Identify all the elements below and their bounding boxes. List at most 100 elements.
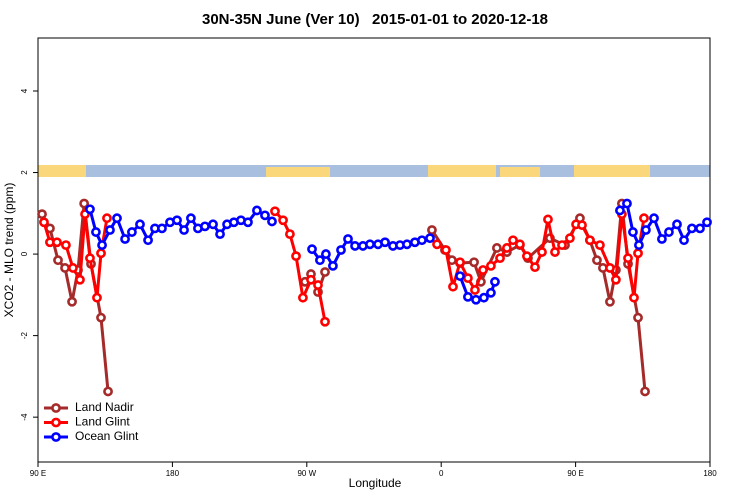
data-point (640, 386, 650, 397)
data-point (522, 251, 532, 262)
data-point (112, 213, 122, 224)
legend-marker (51, 417, 61, 428)
x-tick-label: 0 (439, 469, 444, 478)
data-point (679, 235, 689, 246)
chart-title: 30N-35N June (Ver 10) 2015-01-01 to 2020… (202, 11, 548, 28)
data-point (97, 240, 107, 251)
y-tick-label: 2 (20, 170, 29, 175)
land-band (500, 167, 540, 177)
data-point (306, 274, 316, 285)
x-tick-label: 180 (166, 469, 180, 478)
data-point (649, 213, 659, 224)
data-point (514, 239, 525, 250)
data-point (492, 243, 502, 253)
data-point (495, 253, 505, 264)
data-point (530, 262, 540, 273)
data-point (455, 271, 465, 281)
data-point (469, 257, 479, 268)
data-point (336, 245, 346, 255)
land-band (266, 167, 330, 177)
data-point (441, 245, 451, 255)
data-point (270, 206, 280, 217)
data-point (75, 274, 85, 285)
y-tick-label: 0 (20, 251, 29, 256)
data-point (96, 248, 106, 259)
data-point (537, 247, 547, 257)
data-point (577, 220, 587, 231)
data-point (470, 285, 480, 295)
data-point (478, 265, 488, 275)
data-point (285, 229, 295, 239)
data-point (291, 251, 301, 262)
data-point (37, 209, 47, 220)
data-point (320, 267, 330, 277)
data-point (260, 210, 270, 221)
data-point (550, 247, 560, 257)
data-point (448, 281, 458, 292)
data-point (486, 260, 496, 271)
data-point (629, 292, 639, 303)
data-point (267, 216, 277, 227)
data-point (605, 296, 615, 307)
x-tick-label: 90 E (30, 469, 46, 478)
data-point (61, 240, 71, 251)
data-point (463, 291, 473, 302)
data-point (425, 233, 435, 244)
data-point (102, 213, 112, 224)
data-point (672, 219, 682, 230)
data-point (490, 276, 500, 287)
land-band (574, 165, 650, 177)
data-point (343, 234, 353, 244)
data-point (611, 274, 621, 285)
data-point (243, 217, 253, 228)
data-point (278, 215, 288, 226)
data-point (172, 215, 182, 226)
data-point (252, 205, 262, 216)
data-point (657, 234, 667, 244)
data-point (639, 213, 649, 224)
data-point (365, 239, 375, 250)
data-point (628, 227, 638, 237)
data-point (313, 280, 323, 290)
legend-label: Ocean Glint (75, 429, 139, 443)
data-point (622, 198, 632, 209)
legend-marker (51, 432, 61, 442)
data-point (103, 386, 113, 397)
data-point (633, 248, 643, 259)
data-point (321, 249, 331, 259)
data-point (200, 221, 210, 232)
data-point (127, 227, 137, 237)
y-axis-label: XCO2 - MLO trend (ppm) (2, 183, 16, 318)
data-point (85, 253, 95, 264)
data-point (315, 255, 325, 266)
data-point (52, 237, 62, 248)
plot-frame (37, 37, 711, 463)
ocean-band (38, 165, 710, 177)
data-point (39, 217, 49, 228)
data-point (60, 263, 70, 273)
data-point (592, 255, 602, 266)
data-point (502, 243, 512, 253)
data-point (427, 225, 437, 235)
data-point (595, 240, 605, 251)
data-point (120, 234, 130, 244)
data-point (135, 219, 145, 230)
data-point (208, 219, 218, 230)
data-point (380, 237, 390, 248)
data-point (702, 217, 712, 228)
data-point (565, 233, 575, 244)
data-point (53, 255, 63, 266)
data-point (320, 316, 330, 327)
data-point (85, 204, 95, 215)
land-band (428, 165, 496, 177)
data-point (79, 198, 90, 209)
data-point (67, 296, 77, 307)
data-point (298, 292, 308, 303)
data-point (557, 240, 567, 251)
data-point (143, 235, 153, 246)
data-point (479, 292, 489, 303)
land-band (38, 165, 86, 177)
x-axis-label: Longitude (349, 476, 402, 490)
x-tick-label: 90 W (297, 469, 316, 478)
